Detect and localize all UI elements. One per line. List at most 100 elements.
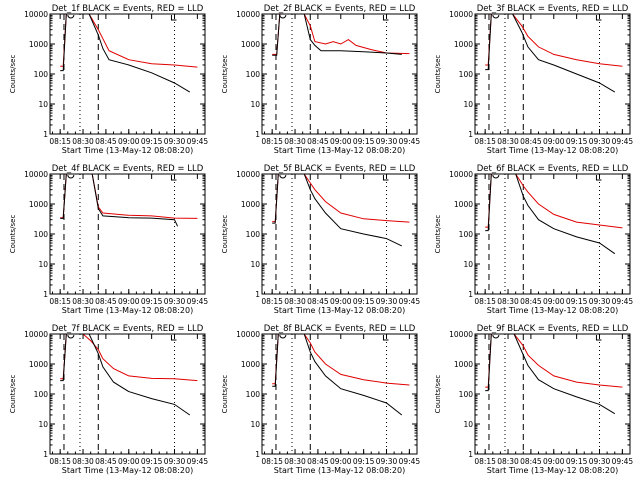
top-marker xyxy=(170,15,177,21)
y-axis-label: Counts/sec xyxy=(9,215,17,254)
series-line-events xyxy=(60,334,191,416)
x-tick-label: 09:00 xyxy=(118,457,140,466)
x-tick-label: 09:15 xyxy=(353,297,375,306)
top-marker xyxy=(382,15,389,21)
y-tick-label: 1000 xyxy=(241,40,260,49)
chart-title: Det_4f BLACK = Events, RED = LLD xyxy=(52,164,204,174)
x-axis-label: Start Time (13-May-12 08:08:20) xyxy=(274,466,405,475)
y-tick-label: 1 xyxy=(468,130,473,139)
plot-frame xyxy=(261,13,418,135)
series-line-events xyxy=(485,14,616,93)
top-marker xyxy=(279,334,287,339)
y-tick-label: 10 xyxy=(250,100,260,109)
x-tick-label: 08:45 xyxy=(307,137,329,146)
x-tick-label: 09:45 xyxy=(187,137,209,146)
top-marker xyxy=(67,174,75,179)
x-axis-label: Start Time (13-May-12 08:08:20) xyxy=(487,306,618,315)
y-tick-label: 1 xyxy=(43,290,48,299)
top-marker xyxy=(492,334,500,339)
x-tick-label: 09:30 xyxy=(376,457,398,466)
y-tick-label: 1 xyxy=(255,290,260,299)
y-tick-label: 100 xyxy=(34,70,49,79)
x-tick-label: 08:15 xyxy=(261,297,283,306)
x-tick-label: 09:30 xyxy=(589,137,611,146)
x-tick-label: 08:45 xyxy=(307,457,329,466)
y-axis-label: Counts/sec xyxy=(221,55,229,94)
panel-det-6: Det_6f BLACK = Events, RED = LLD 1 10 100 10… xyxy=(434,164,633,315)
top-marker xyxy=(170,175,177,181)
x-tick-label: 09:45 xyxy=(399,297,421,306)
y-tick-label: 100 xyxy=(246,390,261,399)
x-tick-label: 09:45 xyxy=(612,457,634,466)
y-tick-label: 10 xyxy=(38,100,48,109)
plot-frame xyxy=(261,333,418,455)
x-tick-label: 09:00 xyxy=(543,457,565,466)
top-marker xyxy=(595,15,602,21)
series-line-events xyxy=(272,14,402,56)
x-tick-label: 09:15 xyxy=(566,457,588,466)
y-tick-label: 1000 xyxy=(454,40,473,49)
y-tick-label: 1000 xyxy=(241,360,260,369)
series-line-lld xyxy=(485,14,623,67)
series-line-lld xyxy=(60,14,198,68)
y-tick-label: 10000 xyxy=(24,170,48,179)
y-tick-label: 10 xyxy=(463,420,473,429)
y-tick-label: 100 xyxy=(459,390,474,399)
y-tick-label: 100 xyxy=(246,230,261,239)
x-tick-label: 09:15 xyxy=(566,297,588,306)
x-axis-label: Start Time (13-May-12 08:08:20) xyxy=(62,466,193,475)
x-tick-label: 08:45 xyxy=(520,297,542,306)
y-tick-label: 10000 xyxy=(236,10,260,19)
plot-frame xyxy=(49,173,206,295)
x-tick-label: 09:30 xyxy=(376,137,398,146)
x-tick-label: 09:15 xyxy=(141,297,163,306)
x-tick-label: 09:30 xyxy=(589,297,611,306)
y-tick-label: 10000 xyxy=(236,330,260,339)
y-tick-label: 1 xyxy=(43,130,48,139)
series-line-lld xyxy=(485,334,623,388)
plot-frame xyxy=(474,333,631,455)
x-tick-label: 09:30 xyxy=(589,457,611,466)
y-axis-label: Counts/sec xyxy=(434,375,442,414)
top-marker xyxy=(492,14,500,19)
series-line-lld xyxy=(485,174,623,229)
top-marker xyxy=(382,335,389,341)
x-tick-label: 08:30 xyxy=(497,137,519,146)
x-tick-label: 08:30 xyxy=(497,457,519,466)
series-line-lld xyxy=(272,334,410,386)
plot-frame xyxy=(474,13,631,135)
series-line-events xyxy=(485,174,616,255)
y-axis-label: Counts/sec xyxy=(9,375,17,414)
x-tick-label: 08:45 xyxy=(95,457,117,466)
panel-det-7: Det_7f BLACK = Events, RED = LLD 1 10 100 10… xyxy=(9,324,208,475)
y-tick-label: 100 xyxy=(34,230,49,239)
series-line-events xyxy=(272,334,403,416)
y-tick-label: 1 xyxy=(43,450,48,459)
y-tick-label: 1000 xyxy=(29,40,48,49)
series-line-events xyxy=(485,334,616,415)
series-line-events xyxy=(60,14,191,93)
y-tick-label: 100 xyxy=(459,70,474,79)
x-tick-label: 09:00 xyxy=(543,297,565,306)
x-tick-label: 08:15 xyxy=(49,297,71,306)
y-tick-label: 100 xyxy=(34,390,49,399)
top-marker xyxy=(382,175,389,181)
x-tick-label: 08:15 xyxy=(474,137,496,146)
y-axis-label: Counts/sec xyxy=(434,55,442,94)
x-tick-label: 08:30 xyxy=(72,137,94,146)
chart-title: Det_9f BLACK = Events, RED = LLD xyxy=(477,324,629,334)
y-tick-label: 10000 xyxy=(236,170,260,179)
x-axis-label: Start Time (13-May-12 08:08:20) xyxy=(487,466,618,475)
x-tick-label: 09:00 xyxy=(118,297,140,306)
series-line-lld xyxy=(272,174,410,223)
panel-det-1: Det_1f BLACK = Events, RED = LLD 1 10 100 10… xyxy=(9,4,208,155)
x-tick-label: 08:15 xyxy=(49,457,71,466)
y-tick-label: 10 xyxy=(38,260,48,269)
panel-det-5: Det_5f BLACK = Events, RED = LLD 1 10 100 10… xyxy=(221,164,420,315)
plot-frame xyxy=(49,333,206,455)
top-marker xyxy=(595,175,602,181)
x-tick-label: 08:15 xyxy=(261,137,283,146)
x-axis-label: Start Time (13-May-12 08:08:20) xyxy=(487,146,618,155)
x-tick-label: 08:15 xyxy=(49,137,71,146)
chart-title: Det_1f BLACK = Events, RED = LLD xyxy=(52,4,204,14)
